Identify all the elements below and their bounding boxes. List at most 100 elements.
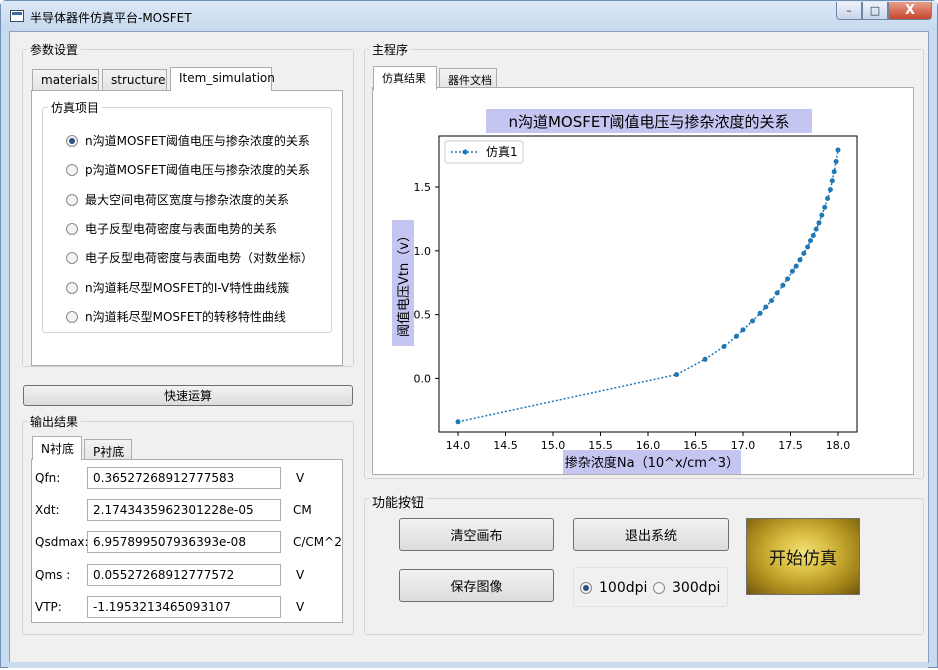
radio-indicator[interactable]: [580, 582, 592, 594]
qms-field[interactable]: 0.05527268912777572: [87, 564, 281, 586]
start-simulation-button[interactable]: 开始仿真: [746, 518, 860, 595]
tab-item-simulation[interactable]: Item_simulation: [170, 67, 275, 91]
sim-item-label: n沟道MOSFET阈值电压与掺杂浓度的关系: [85, 134, 310, 148]
data-point: [816, 220, 822, 226]
dpi-300-option[interactable]: 300dpi: [653, 580, 720, 596]
data-point: [829, 178, 835, 184]
legend-marker: [462, 149, 468, 155]
tab-structure[interactable]: structure: [102, 69, 167, 91]
dpi-100-option[interactable]: 100dpi: [580, 580, 647, 596]
data-point: [674, 372, 679, 378]
functions-group: [364, 498, 924, 635]
tab-n-substrate[interactable]: N衬底: [32, 436, 82, 460]
radio-indicator[interactable]: [66, 193, 78, 206]
sim-item-6[interactable]: n沟道耗尽型MOSFET的转移特性曲线: [66, 308, 286, 325]
sim-item-3[interactable]: 电子反型电荷密度与表面电势的关系: [66, 220, 277, 237]
data-point: [721, 344, 727, 349]
data-point: [825, 196, 831, 201]
dpi-group: [573, 567, 728, 607]
sim-item-0[interactable]: n沟道MOSFET阈值电压与掺杂浓度的关系: [66, 132, 310, 149]
xdt-label: Xdt:: [35, 503, 60, 517]
maximize-button[interactable]: □: [862, 2, 888, 20]
sim-item-label: n沟道耗尽型MOSFET的I-V特性曲线簇: [85, 281, 290, 295]
radio-indicator[interactable]: [66, 310, 78, 323]
data-point: [750, 318, 755, 324]
output-group: [22, 421, 354, 635]
x-axis-ticks: 14.0 14.5 15.0 15.5 16.0 16.5 17.0 17.5 18.0: [446, 432, 851, 452]
x-tick-label: 14.5: [493, 439, 518, 452]
data-point: [810, 233, 816, 238]
series-line: [455, 147, 841, 425]
radio-indicator[interactable]: [66, 163, 78, 176]
radio-indicator[interactable]: [66, 281, 78, 294]
data-point: [813, 226, 819, 232]
title-bar[interactable]: 半导体器件仿真平台-MOSFET – □ X: [1, 1, 937, 31]
status-strip: [8, 662, 928, 668]
sim-item-label: 电子反型电荷密度与表面电势（对数坐标）: [85, 251, 314, 265]
radio-indicator[interactable]: [653, 582, 665, 594]
x-tick-label: 15.0: [541, 439, 566, 452]
sim-item-label: 最大空间电荷区宽度与掺杂浓度的关系: [85, 193, 290, 207]
x-axis-label: 掺杂浓度Na（10^x/cm^3）: [565, 455, 739, 471]
sim-item-1[interactable]: p沟道MOSFET阈值电压与掺杂浓度的关系: [66, 161, 310, 178]
axes-frame: [438, 135, 858, 433]
radio-indicator[interactable]: [66, 251, 78, 264]
sim-items-group-title: 仿真项目: [48, 99, 103, 116]
exit-button[interactable]: 退出系统: [573, 518, 729, 551]
data-point: [702, 356, 708, 362]
data-point: [827, 187, 833, 193]
sim-item-label: 电子反型电荷密度与表面电势的关系: [85, 222, 278, 236]
data-point: [763, 304, 769, 310]
data-point: [808, 238, 813, 244]
data-point: [819, 212, 825, 218]
tab-materials[interactable]: materials: [32, 69, 99, 91]
x-tick-label: 14.0: [446, 439, 471, 452]
sim-item-4[interactable]: 电子反型电荷密度与表面电势（对数坐标）: [66, 249, 313, 266]
data-point: [785, 276, 791, 282]
data-point: [769, 298, 774, 304]
tab-sim-result[interactable]: 仿真结果: [373, 66, 437, 90]
radio-indicator[interactable]: [66, 134, 78, 147]
x-tick-label: 17.0: [731, 439, 756, 452]
chart-title: n沟道MOSFET阈值电压与掺杂浓度的关系: [508, 113, 789, 131]
clear-canvas-button[interactable]: 清空画布: [399, 518, 554, 551]
qsdmax-field[interactable]: 6.957899507936393e-08: [87, 531, 281, 553]
qfn-label: Qfn:: [35, 471, 61, 485]
quick-run-button[interactable]: 快速运算: [23, 385, 353, 406]
data-point: [774, 290, 780, 296]
qms-unit: V: [296, 568, 305, 582]
x-tick-label: 16.5: [683, 439, 708, 452]
plot-canvas[interactable]: n沟道MOSFET阈值电压与掺杂浓度的关系 14.0 14.5 15.0 15.5 16…: [372, 87, 914, 475]
data-point: [789, 268, 795, 274]
output-tab-pane: Qfn: 0.36527268912777583 V Xdt: 2.174343…: [31, 459, 343, 623]
data-point: [805, 244, 811, 250]
x-tick-label: 15.5: [588, 439, 613, 452]
qsdmax-unit: C/CM^2: [293, 535, 342, 549]
qfn-field[interactable]: 0.36527268912777583: [87, 467, 281, 489]
close-button[interactable]: X: [888, 2, 932, 20]
x-tick-label: 18.0: [826, 439, 851, 452]
dpi-100-label: 100dpi: [599, 580, 648, 596]
params-group: [22, 49, 354, 367]
qms-label: Qms :: [35, 568, 71, 582]
radio-indicator[interactable]: [66, 222, 78, 235]
data-point: [455, 419, 461, 425]
y-tick-label: 1.5: [414, 181, 432, 194]
y-tick-label: 0.0: [414, 372, 432, 385]
params-tab-pane: 仿真项目 n沟道MOSFET阈值电压与掺杂浓度的关系 p沟道MOSFET阈值电压…: [31, 90, 343, 366]
sim-item-5[interactable]: n沟道耗尽型MOSFET的I-V特性曲线簇: [66, 279, 289, 296]
chart-title-bg: [486, 109, 812, 133]
data-point: [757, 310, 763, 316]
xdt-field[interactable]: 2.1743435962301228e-05: [87, 499, 281, 521]
tab-p-substrate[interactable]: P衬底: [84, 439, 132, 461]
tab-device-docs[interactable]: 器件文档: [439, 68, 497, 90]
functions-group-title: 功能按钮: [369, 492, 428, 511]
params-group-title: 参数设置: [27, 41, 82, 58]
vtp-field[interactable]: -1.1953213465093107: [87, 596, 281, 618]
xdt-unit: CM: [293, 503, 312, 517]
minimize-button[interactable]: –: [836, 2, 862, 20]
sim-item-2[interactable]: 最大空间电荷区宽度与掺杂浓度的关系: [66, 191, 289, 208]
window-title: 半导体器件仿真平台-MOSFET: [30, 11, 192, 25]
save-image-button[interactable]: 保存图像: [399, 569, 554, 602]
